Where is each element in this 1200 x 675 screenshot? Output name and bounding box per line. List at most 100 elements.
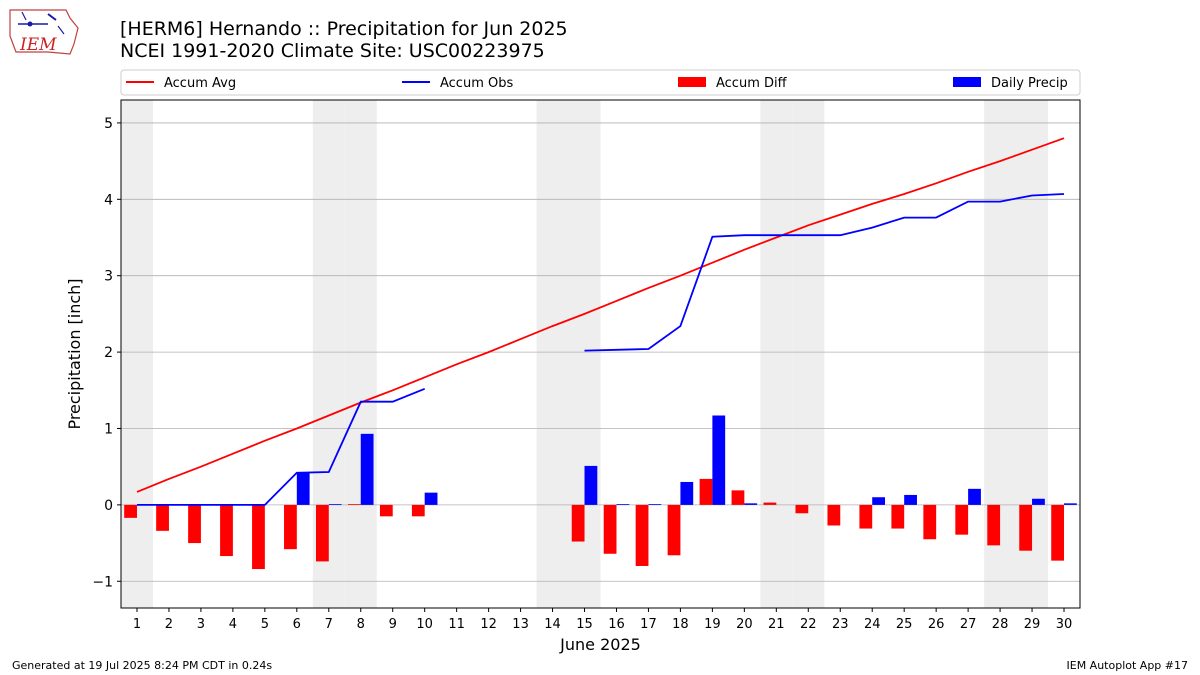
x-tick-label: 8 xyxy=(357,617,365,632)
accum-diff-bar xyxy=(252,504,265,570)
daily-precip-bar xyxy=(584,465,598,505)
daily-precip-bar xyxy=(648,504,662,505)
daily-precip-bar xyxy=(712,415,726,505)
y-tick-label: 5 xyxy=(104,116,113,132)
daily-precip-bar xyxy=(616,504,630,505)
y-tick-label: 0 xyxy=(104,498,113,514)
accum-diff-bar xyxy=(603,504,617,554)
daily-precip-bar xyxy=(360,433,374,505)
accum-diff-bar xyxy=(987,504,1001,546)
accum-diff-bar xyxy=(763,502,777,505)
x-tick-label: 27 xyxy=(960,617,977,632)
y-tick-label: −1 xyxy=(92,574,113,590)
x-tick-label: 4 xyxy=(229,617,237,632)
accum-diff-bar xyxy=(1019,504,1033,551)
accum-diff-bar xyxy=(220,504,233,557)
legend-label: Accum Avg xyxy=(164,76,236,91)
weekend-band xyxy=(792,100,825,608)
x-tick-label: 24 xyxy=(864,617,881,632)
title-block: [HERM6] Hernando :: Precipitation for Ju… xyxy=(120,18,568,62)
chart-title: [HERM6] Hernando :: Precipitation for Ju… xyxy=(120,18,568,40)
weekend-band xyxy=(121,100,153,608)
x-tick-label: 14 xyxy=(544,617,561,632)
y-tick-label: 3 xyxy=(104,269,113,285)
daily-precip-bar xyxy=(1064,503,1077,505)
accum-diff-bar xyxy=(891,504,905,529)
x-tick-label: 29 xyxy=(1024,617,1041,632)
x-tick-label: 10 xyxy=(416,617,433,632)
daily-precip-bar xyxy=(424,492,438,505)
x-tick-label: 21 xyxy=(768,617,785,632)
weekend-band xyxy=(536,100,569,608)
x-tick-label: 9 xyxy=(389,617,397,632)
accum-obs-line xyxy=(137,387,426,506)
x-tick-label: 23 xyxy=(832,617,849,632)
daily-precip-bar xyxy=(904,494,917,505)
daily-precip-bar xyxy=(744,503,758,505)
daily-precip-bar xyxy=(1032,498,1045,505)
x-tick-label: 13 xyxy=(512,617,529,632)
accum-diff-bar xyxy=(955,504,969,535)
y-tick-label: 4 xyxy=(104,192,113,208)
y-tick-label: 2 xyxy=(104,345,113,361)
x-tick-label: 12 xyxy=(480,617,497,632)
chart-subtitle: NCEI 1991-2020 Climate Site: USC00223975 xyxy=(120,40,545,62)
accum-diff-bar xyxy=(156,504,169,531)
x-axis-label: June 2025 xyxy=(559,635,641,654)
accum-diff-bar xyxy=(635,504,649,566)
app-footer: IEM Autoplot App #17 xyxy=(1066,659,1189,672)
x-tick-label: 26 xyxy=(928,617,945,632)
accum-diff-bar xyxy=(923,504,937,540)
x-tick-label: 5 xyxy=(261,617,269,632)
accum-diff-bar xyxy=(827,504,841,526)
iem-logo: IEM xyxy=(8,6,80,58)
accum-diff-bar xyxy=(571,504,585,542)
x-tick-label: 6 xyxy=(293,617,301,632)
accum-diff-bar xyxy=(315,504,329,562)
accum-diff-bar xyxy=(379,504,393,517)
daily-precip-bar xyxy=(328,504,342,505)
legend-label: Accum Diff xyxy=(716,76,788,91)
daily-precip-bar xyxy=(968,488,981,505)
legend-swatch xyxy=(678,77,706,87)
accum-diff-bar xyxy=(124,504,137,518)
accum-diff-bar xyxy=(188,504,201,544)
x-tick-label: 28 xyxy=(992,617,1009,632)
accum-diff-bar xyxy=(795,504,809,514)
daily-precip-bar xyxy=(296,472,310,505)
legend-box xyxy=(120,69,1081,96)
daily-precip-bar xyxy=(680,481,694,505)
x-tick-label: 20 xyxy=(736,617,753,632)
x-tick-label: 11 xyxy=(448,617,465,632)
accum-obs-line xyxy=(584,193,1065,352)
weekend-band xyxy=(344,100,377,608)
accum-diff-bar xyxy=(411,504,425,517)
x-tick-label: 17 xyxy=(640,617,657,632)
legend-label: Daily Precip xyxy=(991,76,1068,91)
x-tick-label: 25 xyxy=(896,617,913,632)
legend-swatch xyxy=(953,77,981,87)
daily-precip-bar xyxy=(872,497,886,505)
plot-frame xyxy=(120,99,1081,609)
legend-label: Accum Obs xyxy=(440,76,513,91)
accum-diff-bar xyxy=(699,478,713,505)
x-tick-label: 16 xyxy=(608,617,625,632)
x-tick-label: 2 xyxy=(165,617,173,632)
x-tick-label: 1 xyxy=(133,617,141,632)
x-tick-label: 22 xyxy=(800,617,817,632)
x-tick-label: 19 xyxy=(704,617,721,632)
accum-diff-bar xyxy=(859,504,873,529)
accum-diff-bar xyxy=(731,490,745,505)
x-tick-label: 18 xyxy=(672,617,689,632)
x-tick-label: 30 xyxy=(1056,617,1073,632)
x-tick-label: 3 xyxy=(197,617,205,632)
weekend-band xyxy=(760,100,793,608)
y-tick-label: 1 xyxy=(104,421,113,437)
accum-avg-line xyxy=(136,137,1065,493)
x-tick-label: 15 xyxy=(576,617,593,632)
accum-diff-bar xyxy=(1051,504,1065,561)
accum-diff-bar xyxy=(284,504,297,550)
generated-footer: Generated at 19 Jul 2025 8:24 PM CDT in … xyxy=(12,659,273,672)
x-tick-label: 7 xyxy=(325,617,333,632)
